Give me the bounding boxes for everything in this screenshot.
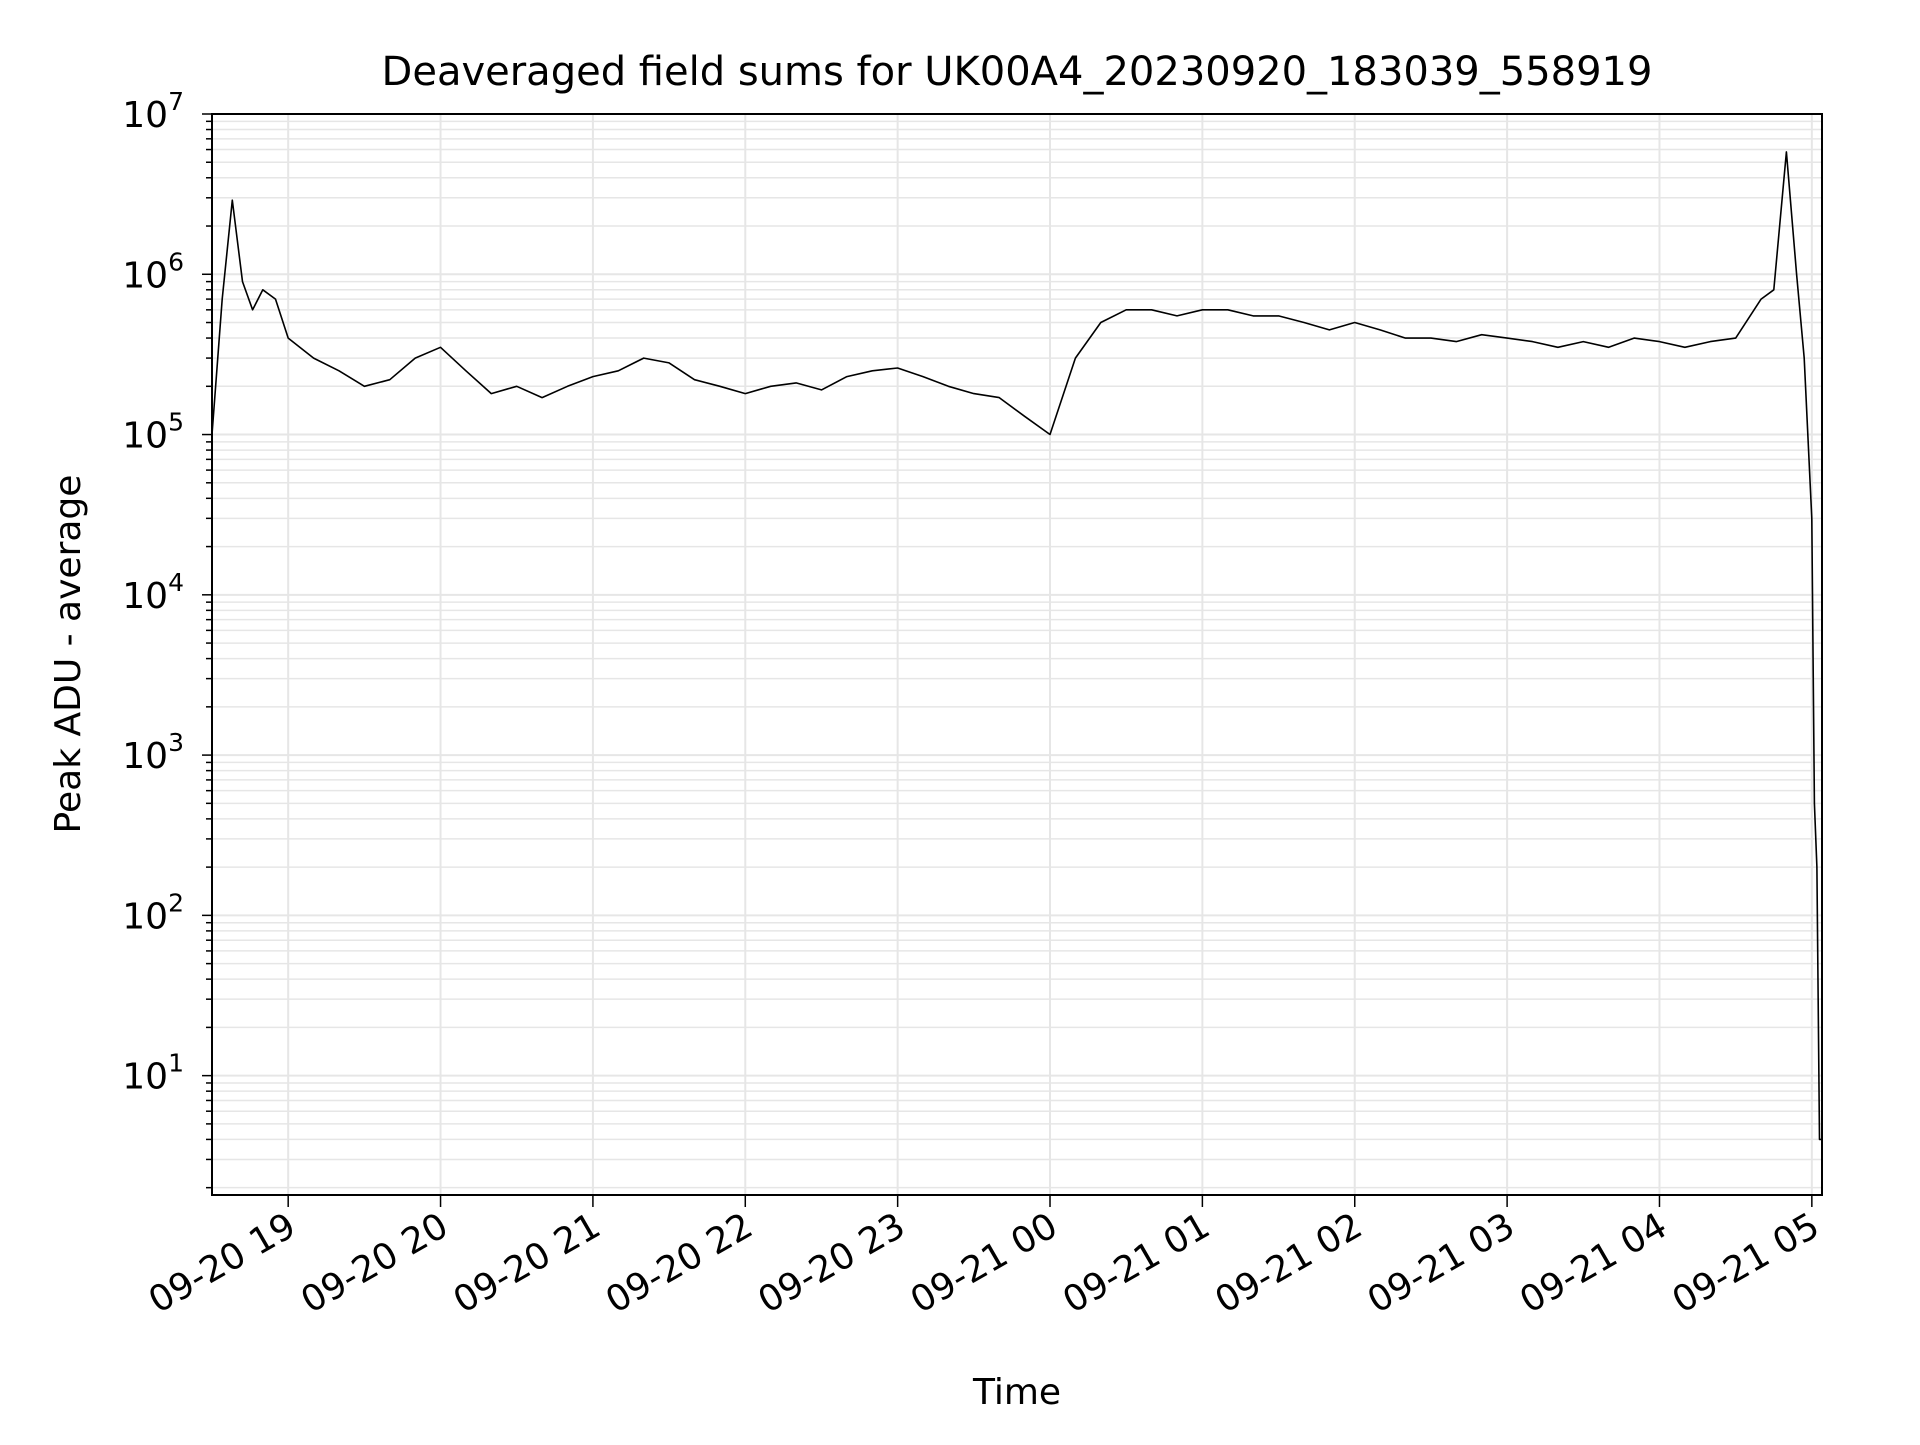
y-tick-label: 106 [122,247,184,296]
y-tick-base: 10 [122,95,168,136]
y-tick-exponent: 6 [168,247,184,276]
chart-title: Deaveraged field sums for UK00A4_2023092… [382,49,1653,95]
grid [212,113,1822,1195]
y-tick-base: 10 [122,416,168,457]
y-tick-label: 104 [122,568,184,617]
series-line [211,151,1822,1141]
y-tick-label: 105 [122,408,184,457]
y-tick-exponent: 7 [168,87,184,116]
y-tick-exponent: 3 [168,728,184,757]
y-tick-label: 101 [122,1049,184,1098]
y-tick-exponent: 2 [168,888,184,917]
x-axis-label: Time [972,1372,1061,1413]
y-tick-label: 102 [122,888,184,937]
y-tick-base: 10 [122,1057,168,1098]
y-tick-exponent: 4 [168,568,184,597]
y-tick-label: 103 [122,728,184,777]
y-tick-base: 10 [122,736,168,777]
y-tick-exponent: 5 [168,408,184,437]
y-tick-base: 10 [122,255,168,296]
y-tick-base: 10 [122,896,168,937]
plot-frame [211,113,1823,1196]
series-layer [211,151,1822,1141]
y-tick-exponent: 1 [168,1049,184,1078]
y-tick-label: 107 [122,87,184,136]
y-axis-label: Peak ADU - average [48,475,89,834]
y-tick-base: 10 [122,576,168,617]
